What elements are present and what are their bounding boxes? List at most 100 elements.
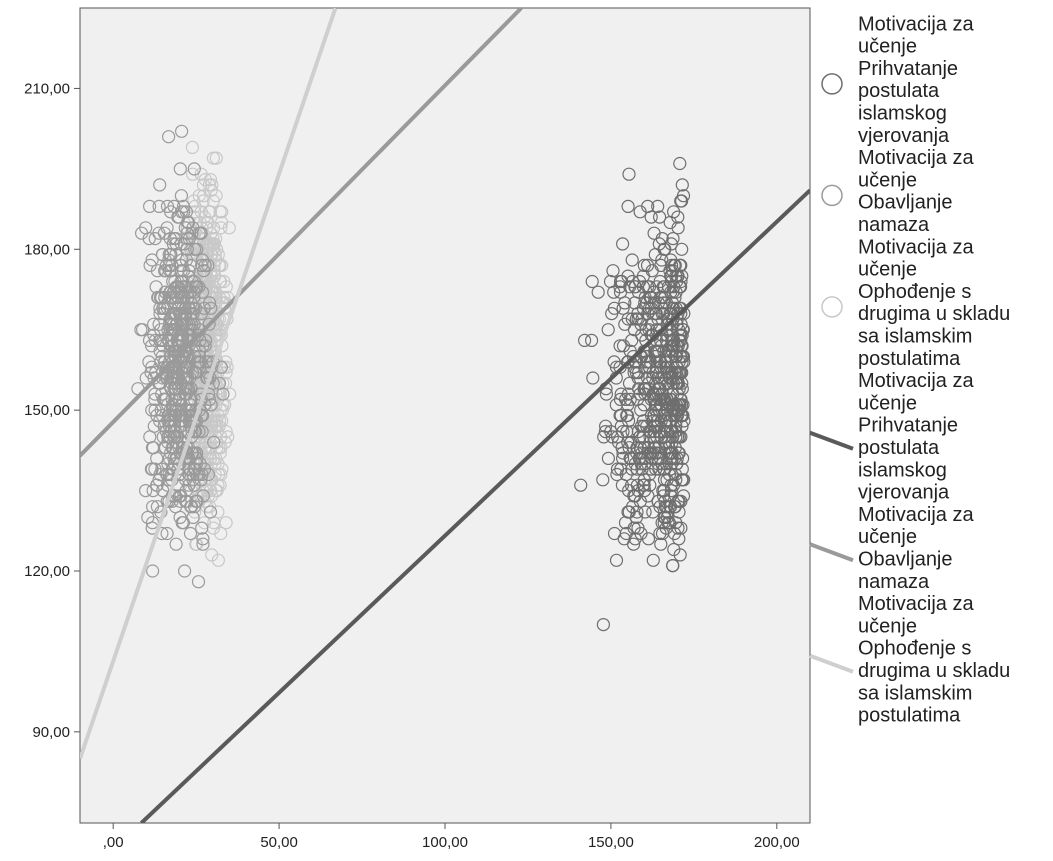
scatter-point <box>634 526 648 541</box>
scatter-point <box>633 205 647 219</box>
legend-entry-label: Motivacija za <box>858 13 974 35</box>
scatter-point <box>188 242 202 256</box>
scatter-point <box>196 532 210 546</box>
scatter-point <box>675 408 689 423</box>
scatter-point <box>210 484 224 498</box>
scatter-point <box>674 194 689 208</box>
scatter-point <box>167 307 181 321</box>
fit-line <box>80 8 523 458</box>
scatter-point <box>674 430 688 444</box>
scatter-point <box>601 451 616 465</box>
scatter-point <box>666 558 680 573</box>
scatter-point <box>657 473 672 487</box>
scatter-point <box>169 537 183 551</box>
scatter-point <box>615 237 630 251</box>
scatter-point <box>195 253 210 267</box>
scatter-point <box>215 414 229 428</box>
scatter-point <box>179 494 193 508</box>
scatter-point <box>596 473 610 487</box>
fit-line <box>140 188 810 823</box>
legend-entry-label: namaza <box>858 214 930 236</box>
scatter-point <box>141 510 155 525</box>
scatter-point <box>658 435 673 449</box>
legend-entry-label: sa islamskim <box>858 682 972 704</box>
scatter-point <box>655 387 670 401</box>
scatter-point <box>622 505 636 519</box>
scatter-point <box>184 392 198 406</box>
scatter-point <box>586 371 600 385</box>
legend-entry-label: Motivacija za <box>858 370 974 392</box>
legend-marker-icon <box>821 73 843 95</box>
y-tick-label: 150,00 <box>24 402 70 419</box>
scatter-point <box>164 382 178 396</box>
scatter-point <box>208 248 222 262</box>
scatter-point <box>670 387 685 401</box>
scatter-point <box>214 360 228 374</box>
scatter-point <box>207 435 221 449</box>
scatter-point <box>620 408 635 423</box>
scatter-point <box>142 333 157 347</box>
scatter-point <box>162 130 176 144</box>
scatter-point <box>636 280 651 294</box>
scatter-point <box>187 162 201 176</box>
scatter-point <box>196 537 210 551</box>
scatter-point <box>613 339 627 353</box>
scatter-point <box>647 430 661 444</box>
x-tick-label: 100,00 <box>422 834 468 851</box>
legend-line-icon <box>809 542 854 563</box>
scatter-point <box>651 494 665 508</box>
scatter-point <box>605 307 619 321</box>
scatter-point <box>182 478 196 492</box>
scatter-point <box>664 328 679 342</box>
scatter-point <box>675 242 689 256</box>
scatter-point <box>650 344 664 358</box>
x-tick-label: 150,00 <box>588 834 634 851</box>
scatter-point <box>619 467 633 482</box>
scatter-point <box>628 280 642 294</box>
scatter-point <box>177 371 191 385</box>
legend-entry-label: Motivacija za <box>858 504 974 526</box>
scatter-point <box>672 398 687 412</box>
x-tick-label: 50,00 <box>260 834 298 851</box>
scatter-point <box>168 419 182 433</box>
scatter-point <box>661 516 675 530</box>
scatter-point <box>145 360 159 374</box>
scatter-point <box>664 237 678 251</box>
scatter-point <box>162 414 176 428</box>
scatter-point <box>223 387 237 401</box>
scatter-point <box>164 285 178 299</box>
scatter-point <box>184 258 198 272</box>
scatter-point <box>628 296 642 310</box>
scatter-point <box>193 349 207 364</box>
scatter-point <box>675 269 689 283</box>
scatter-point <box>179 355 193 369</box>
legend-entry-label: drugima u skladu <box>858 660 1010 682</box>
scatter-point <box>166 371 180 385</box>
scatter-point <box>635 462 649 476</box>
legend-entry-label: namaza <box>858 571 930 593</box>
scatter-point <box>196 489 210 503</box>
scatter-point <box>173 419 187 433</box>
scatter-point <box>162 253 176 267</box>
scatter-point <box>675 178 689 192</box>
scatter-point <box>649 307 663 321</box>
scatter-point <box>617 532 631 546</box>
fit-line <box>80 8 338 760</box>
scatter-point <box>577 333 592 347</box>
scatter-point <box>674 258 688 272</box>
scatter-point <box>657 296 671 310</box>
scatter-point <box>630 505 644 519</box>
scatter-point <box>671 221 685 235</box>
scatter-point <box>203 500 217 514</box>
legend-entry-label: Motivacija za <box>858 147 974 169</box>
scatter-point <box>596 617 611 632</box>
scatter-point <box>673 156 687 171</box>
scatter-point <box>185 140 199 154</box>
scatter-point <box>643 430 657 444</box>
scatter-point <box>655 253 669 267</box>
scatter-point <box>213 205 227 219</box>
scatter-point <box>652 210 667 224</box>
legend-entry-label: učenje <box>858 36 917 58</box>
scatter-point <box>182 317 196 331</box>
